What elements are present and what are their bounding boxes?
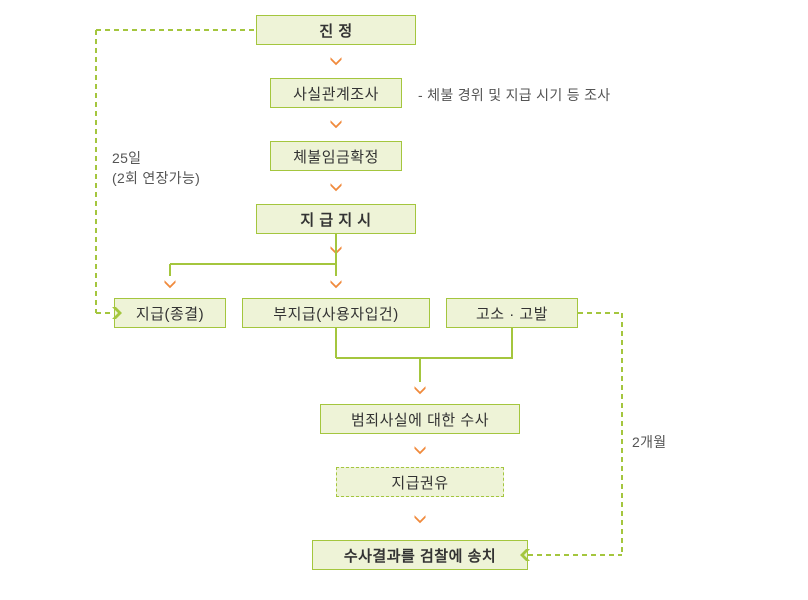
timeline-right: 2개월 (632, 432, 666, 452)
timeline-left-line1: 25일 (112, 150, 141, 166)
node-label: 진 정 (319, 20, 352, 41)
flow-node-petition: 진 정 (256, 15, 416, 45)
node-label: 부지급(사용자입건) (273, 303, 398, 324)
flow-node-fact-investigation: 사실관계조사 (270, 78, 402, 108)
node-label: 범죄사실에 대한 수사 (351, 409, 489, 430)
flow-node-send-prosecution: 수사결과를 검찰에 송치 (312, 540, 528, 570)
node-label: 지급권유 (391, 472, 448, 493)
flow-node-paid-closed: 지급(종결) (114, 298, 226, 328)
flow-node-complaint: 고소 · 고발 (446, 298, 578, 328)
node-label: 지급(종결) (136, 303, 204, 324)
node-label: 지 급 지 시 (300, 209, 371, 230)
timeline-left-line2: (2회 연장가능) (112, 170, 200, 186)
node-label: 체불임금확정 (293, 146, 379, 167)
arrow-down-icon (412, 441, 428, 457)
side-note-investigation: - 체불 경위 및 지급 시기 등 조사 (418, 85, 610, 105)
arrow-down-icon (328, 115, 344, 131)
flow-node-criminal-investigation: 범죄사실에 대한 수사 (320, 404, 520, 434)
flow-node-unpaid-case: 부지급(사용자입건) (242, 298, 430, 328)
timeline-left: 25일 (2회 연장가능) (112, 148, 200, 188)
arrow-down-icon (162, 275, 178, 291)
arrow-down-icon (328, 241, 344, 257)
flow-node-wage-confirmation: 체불임금확정 (270, 141, 402, 171)
flow-node-payment-order: 지 급 지 시 (256, 204, 416, 234)
arrow-left-icon (518, 547, 534, 563)
node-label: 고소 · 고발 (476, 303, 548, 324)
node-label: 사실관계조사 (293, 83, 379, 104)
arrow-down-icon (328, 178, 344, 194)
flow-node-payment-recommend: 지급권유 (336, 467, 504, 497)
arrow-right-icon (108, 305, 124, 321)
arrow-down-icon (412, 381, 428, 397)
node-label: 수사결과를 검찰에 송치 (344, 545, 496, 566)
arrow-down-icon (328, 275, 344, 291)
arrow-down-icon (412, 510, 428, 526)
arrow-down-icon (328, 52, 344, 68)
